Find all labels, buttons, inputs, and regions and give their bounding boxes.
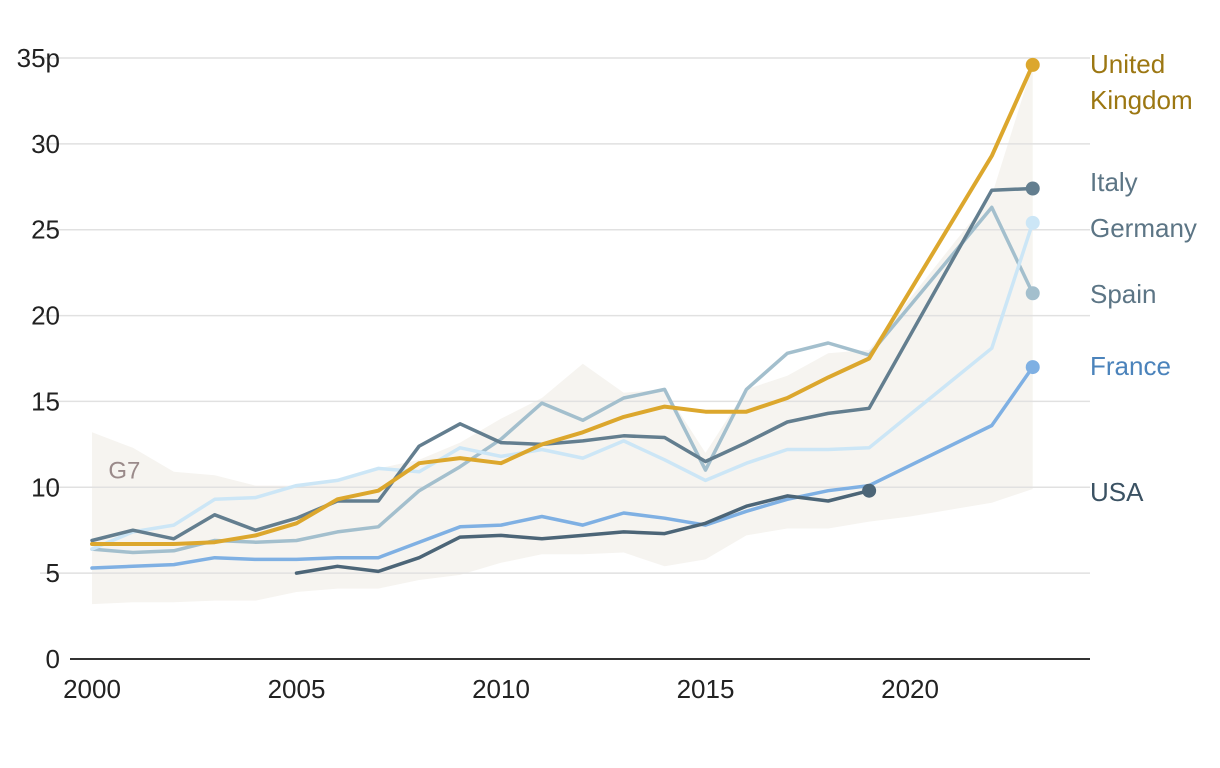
series-line-italy <box>90 186 1035 543</box>
series-line-france <box>90 365 1035 570</box>
series-label-united-kingdom: Kingdom <box>1090 85 1193 115</box>
g7-band-layer: G7 <box>92 64 1033 605</box>
series-label-spain: Spain <box>1090 279 1157 309</box>
series-end-point-spain <box>1025 286 1040 301</box>
g7-range-band <box>92 64 1033 605</box>
x-tick-label: 2020 <box>881 674 939 704</box>
x-axis: 2000 2005 2010 2015 2020 <box>63 658 1090 704</box>
x-tick-label: 2015 <box>677 674 735 704</box>
series-line-united-kingdom <box>90 62 1035 546</box>
series-label-united-kingdom: United <box>1090 49 1165 79</box>
y-tick-label: 25 <box>31 215 60 245</box>
series-label-france: France <box>1090 351 1171 381</box>
series-end-point-italy <box>1025 181 1040 196</box>
series-end-point-united-kingdom <box>1025 57 1040 72</box>
y-axis: 0 5 10 15 20 25 30 35p <box>17 43 60 674</box>
x-tick-label: 2005 <box>268 674 326 704</box>
series-label-germany: Germany <box>1090 213 1197 243</box>
series-end-point-usa <box>862 483 877 498</box>
series-layer <box>90 57 1040 575</box>
series-label-usa: USA <box>1090 477 1144 507</box>
series-labels: United Kingdom Italy Germany Spain France USA <box>1090 49 1197 507</box>
y-tick-label: 35p <box>17 43 60 73</box>
series-line-usa <box>294 488 871 575</box>
y-tick-label: 0 <box>46 644 60 674</box>
y-tick-label: 30 <box>31 129 60 159</box>
series-end-point-france <box>1025 360 1040 375</box>
series-end-point-germany <box>1025 215 1040 230</box>
y-tick-label: 5 <box>46 558 60 588</box>
series-label-italy: Italy <box>1090 167 1138 197</box>
series-line-spain <box>90 205 1035 555</box>
y-tick-label: 20 <box>31 301 60 331</box>
g7-band-label: G7 <box>108 458 140 485</box>
gridlines <box>40 57 1090 574</box>
y-tick-label: 10 <box>31 472 60 502</box>
y-tick-label: 15 <box>31 386 60 416</box>
x-tick-label: 2000 <box>63 674 121 704</box>
x-tick-label: 2010 <box>472 674 530 704</box>
